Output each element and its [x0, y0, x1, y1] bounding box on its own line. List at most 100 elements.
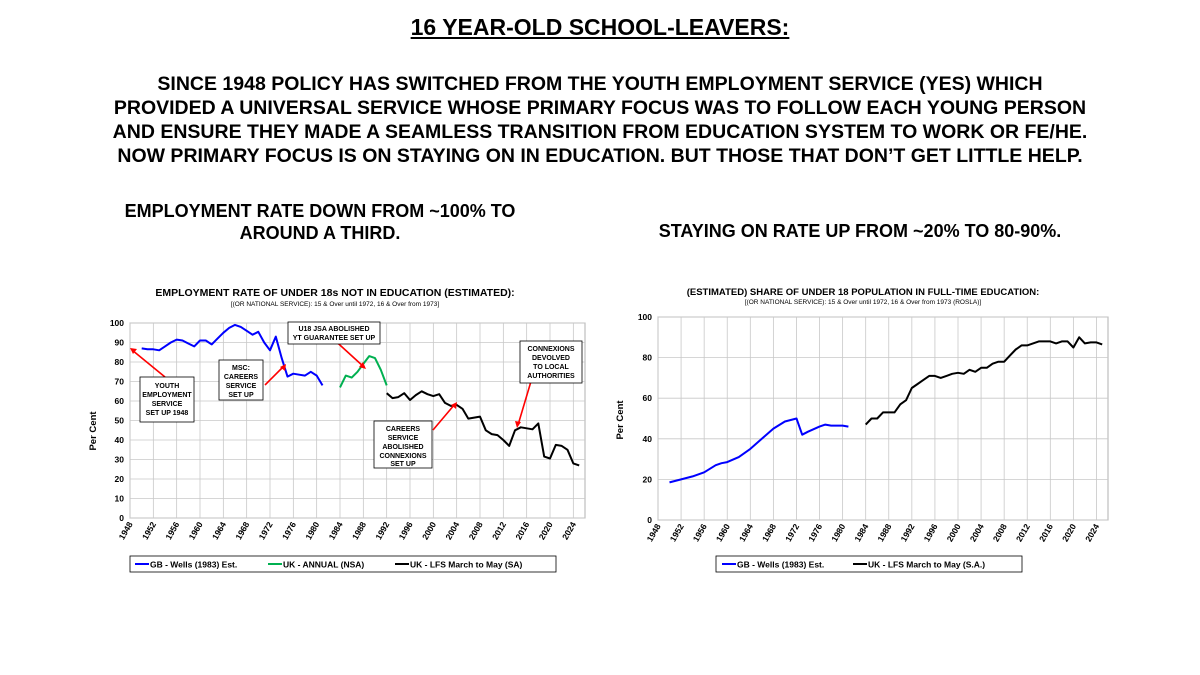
y-tick-label: 60 — [115, 396, 125, 406]
left-heading: EMPLOYMENT RATE DOWN FROM ~100% TO AROUN… — [70, 200, 570, 244]
annotation-line: AUTHORITIES — [527, 373, 575, 380]
legend-label: UK - LFS March to May (SA) — [410, 560, 523, 570]
x-tick-label: 1972 — [257, 520, 275, 542]
legend-label: UK - LFS March to May (S.A.) — [868, 560, 985, 570]
y-tick-label: 20 — [115, 474, 125, 484]
left-heading-line: EMPLOYMENT RATE DOWN FROM ~100% TO — [124, 201, 516, 221]
x-tick-label: 1996 — [922, 522, 940, 544]
grid — [657, 316, 1108, 521]
grid — [129, 322, 585, 519]
page-title: 16 YEAR-OLD SCHOOL-LEAVERS: — [410, 14, 790, 40]
annotation-line: EMPLOYMENT — [142, 392, 192, 399]
intro-line: PROVIDED A UNIVERSAL SERVICE WHOSE PRIMA… — [113, 97, 1087, 119]
legend-label: GB - Wells (1983) Est. — [737, 560, 824, 570]
chart-title: (ESTIMATED) SHARE OF UNDER 18 POPULATION… — [687, 287, 1040, 298]
x-tick-label: 2020 — [537, 520, 555, 542]
x-tick-label: 1952 — [140, 520, 158, 542]
x-tick-label: 1984 — [852, 522, 870, 544]
annotation-yes: YOUTH EMPLOYMENT SERVICE SET UP 1948 — [139, 376, 195, 423]
x-axis: 1948 1952 1956 1960 1964 1968 1972 1976 1980 1984… — [117, 520, 579, 542]
chart-subtitle: [(OR NATIONAL SERVICE): 15 & Over until … — [745, 299, 982, 306]
legend-label: UK - ANNUAL (NSA) — [283, 560, 364, 570]
arrowhead — [130, 348, 137, 354]
x-tick-label: 1996 — [397, 520, 415, 542]
annotation-line: CAREERS — [386, 426, 421, 433]
plot-area — [129, 322, 586, 519]
x-tick-label: 1984 — [327, 520, 345, 542]
x-tick-label: 2016 — [1037, 522, 1055, 544]
chart-subtitle: [(OR NATIONAL SERVICE): 15 & Over until … — [231, 301, 440, 308]
series-line — [339, 355, 388, 388]
x-tick-label: 2008 — [467, 520, 485, 542]
y-tick-label: 80 — [643, 353, 653, 363]
x-tick-label: 2024 — [560, 520, 578, 542]
x-tick-label: 1992 — [898, 522, 916, 544]
x-tick-label: 2016 — [513, 520, 531, 542]
annotation-line: SERVICE — [388, 435, 419, 442]
annotation-line: DEVOLVED — [532, 355, 570, 362]
series-line — [669, 417, 849, 484]
y-axis: 0 20 40 60 80 100 — [638, 312, 652, 525]
arrow — [517, 377, 533, 426]
x-tick-label: 1980 — [303, 520, 321, 542]
annotation-u18jsa: U18 JSA ABOLISHED YT GUARANTEE SET UP — [287, 321, 381, 345]
y-axis-label: Per Cent — [615, 400, 626, 440]
x-tick-label: 1964 — [210, 520, 228, 542]
x-tick-label: 1952 — [668, 522, 686, 544]
y-tick-label: 30 — [115, 455, 125, 465]
x-tick-label: 1964 — [737, 522, 755, 544]
annotation-line: SET UP — [228, 392, 254, 399]
y-axis-label: Per Cent — [88, 411, 99, 451]
annotation-careers-abolished: CAREERS SERVICE ABOLISHED CONNEXIONS SET… — [373, 420, 433, 469]
x-tick-label: 1968 — [233, 520, 251, 542]
x-tick-label: 1968 — [760, 522, 778, 544]
y-tick-label: 60 — [643, 393, 653, 403]
annotation-line: ABOLISHED — [382, 444, 423, 451]
y-axis: 0 10 20 30 40 50 60 70 80 90 100 — [110, 318, 124, 523]
arrowhead — [451, 402, 457, 409]
x-tick-label: 1976 — [280, 520, 298, 542]
y-tick-label: 40 — [115, 435, 125, 445]
x-tick-label: 1960 — [714, 522, 732, 544]
series-line — [141, 323, 324, 386]
y-tick-label: 10 — [115, 494, 125, 504]
x-tick-label: 1972 — [783, 522, 801, 544]
x-tick-label: 1992 — [373, 520, 391, 542]
x-tick-label: 2004 — [968, 522, 986, 544]
series-group — [669, 336, 1103, 484]
x-tick-label: 2012 — [490, 520, 508, 542]
series-group — [141, 323, 580, 467]
series-line — [386, 390, 580, 467]
annotation-line: CAREERS — [224, 374, 259, 381]
arrow — [432, 403, 456, 431]
legend: GB - Wells (1983) Est. UK - LFS March to… — [715, 555, 1023, 573]
arrow — [131, 349, 166, 378]
annotation-line: CONNEXIONS — [379, 453, 426, 460]
annotation-line: TO LOCAL — [533, 364, 569, 371]
annotation-line: CONNEXIONS — [527, 346, 574, 353]
annotation-line: SERVICE — [152, 401, 183, 408]
x-tick-label: 2008 — [991, 522, 1009, 544]
y-tick-label: 70 — [115, 377, 125, 387]
annotation-arrows — [130, 335, 533, 431]
chart-title: EMPLOYMENT RATE OF UNDER 18s NOT IN EDUC… — [155, 287, 514, 299]
right-heading-line: STAYING ON RATE UP FROM ~20% TO 80-90%. — [658, 221, 1062, 241]
legend-label: GB - Wells (1983) Est. — [150, 560, 237, 570]
x-tick-label: 2012 — [1014, 522, 1032, 544]
y-tick-label: 20 — [643, 474, 653, 484]
x-tick-label: 1988 — [350, 520, 368, 542]
x-tick-label: 1980 — [829, 522, 847, 544]
y-tick-label: 100 — [638, 312, 652, 322]
x-tick-label: 1976 — [806, 522, 824, 544]
annotation-line: SET UP — [390, 461, 416, 468]
annotation-msc: MSC: CAREERS SERVICE SET UP — [218, 359, 264, 401]
series-line — [864, 336, 1103, 426]
x-tick-label: 1956 — [163, 520, 181, 542]
x-tick-label: 2004 — [443, 520, 461, 542]
y-tick-label: 90 — [115, 338, 125, 348]
y-tick-label: 0 — [647, 515, 652, 525]
x-tick-label: 1960 — [187, 520, 205, 542]
annotation-line: SERVICE — [226, 383, 257, 390]
intro-text: SINCE 1948 POLICY HAS SWITCHED FROM THE … — [0, 72, 1200, 168]
right-heading: STAYING ON RATE UP FROM ~20% TO 80-90%. — [600, 220, 1120, 242]
